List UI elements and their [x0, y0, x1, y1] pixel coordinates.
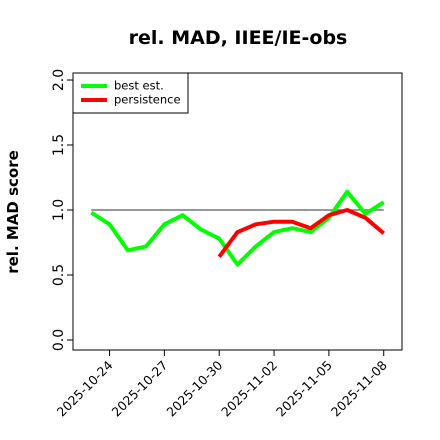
series-line [90, 189, 385, 267]
y-tick-label: 0.0 [51, 329, 67, 351]
plot-frame [72, 72, 403, 351]
chart-title: rel. MAD, IIEE/IE-obs [129, 27, 348, 49]
x-tick-label: 2025-11-08 [328, 357, 390, 419]
x-tick-label: 2025-11-05 [273, 358, 335, 420]
y-axis-label: rel. MAD score [4, 150, 22, 274]
y-tick-label: 1.5 [51, 134, 67, 156]
x-tick-label: 2025-10-24 [54, 357, 116, 419]
legend-label: persistence [114, 93, 181, 107]
x-tick-label: 2025-10-30 [163, 357, 225, 419]
legend-box [72, 72, 189, 114]
legend-label: best est. [114, 79, 164, 93]
y-tick-label: 0.5 [51, 264, 67, 286]
series-line [217, 208, 386, 258]
y-tick-label: 2.0 [51, 69, 67, 91]
x-tick-label: 2025-10-27 [109, 358, 171, 420]
x-tick-label: 2025-11-02 [218, 358, 280, 420]
y-tick-label: 1.0 [51, 199, 67, 221]
